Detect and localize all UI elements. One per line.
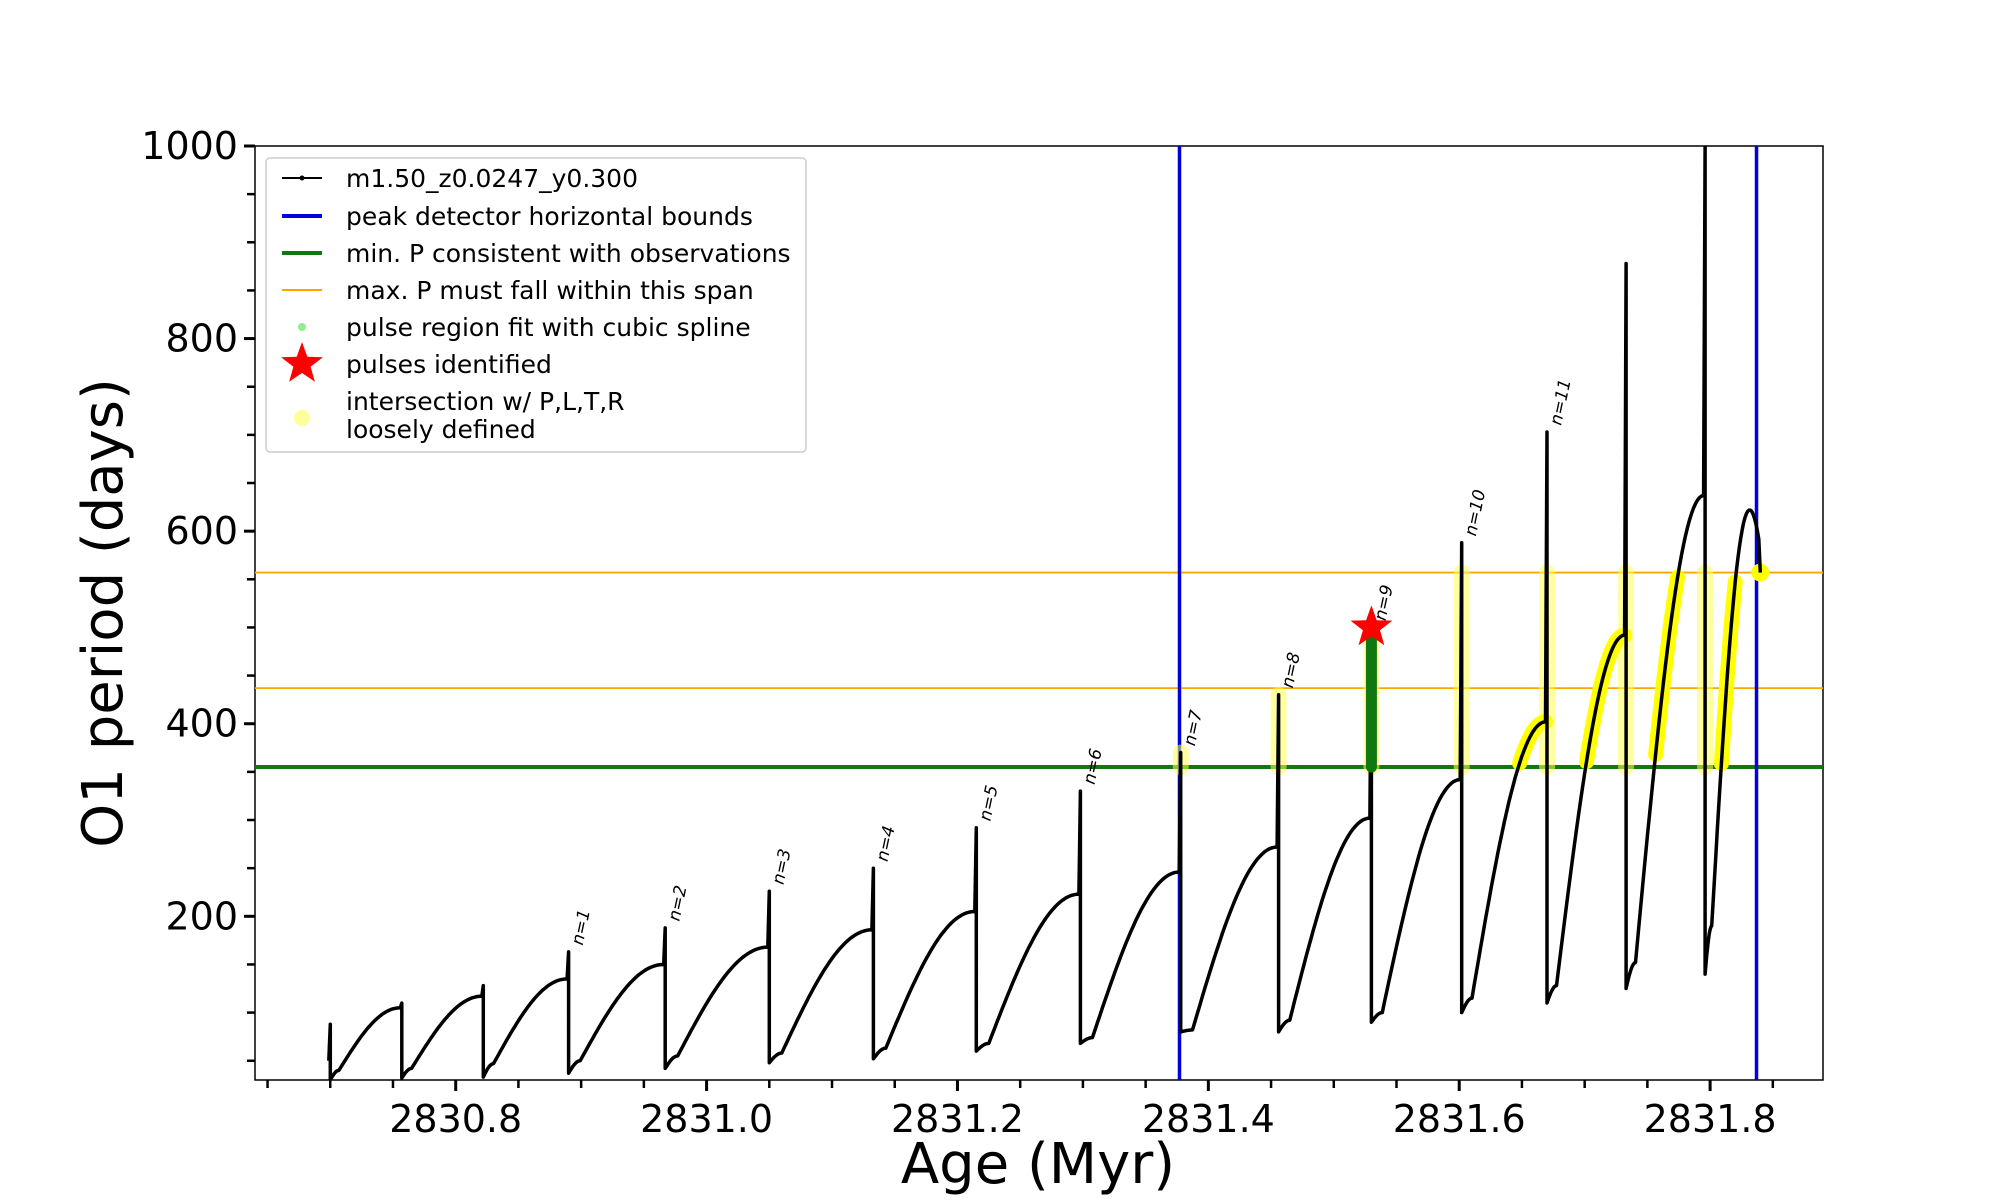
y-tick-label-0: 200 bbox=[165, 894, 238, 938]
legend-label-2: min. P consistent with observations bbox=[346, 239, 791, 268]
legend-label-1: peak detector horizontal bounds bbox=[346, 202, 753, 231]
legend-label-6-line2: loosely defined bbox=[346, 415, 536, 444]
x-axis: 2830.8 2831.0 2831.2 2831.4 2831.6 2831.8 bbox=[266, 1080, 1777, 1141]
reference-lines bbox=[255, 146, 1823, 1080]
y-axis: 200 400 600 800 1000 bbox=[141, 124, 255, 1062]
x-tick-label-0: 2830.8 bbox=[389, 1097, 522, 1141]
x-axis-title: Age (Myr) bbox=[901, 1132, 1175, 1197]
legend-swatch-star bbox=[281, 342, 323, 382]
x-tick-label-1: 2831.0 bbox=[640, 1097, 773, 1141]
legend-box bbox=[265, 157, 807, 453]
series-m1-50 bbox=[327, 146, 1763, 1080]
y-tick-label-4: 1000 bbox=[141, 124, 238, 168]
legend-swatch-intersection bbox=[294, 410, 310, 426]
pulse-identified-star-1 bbox=[1350, 605, 1393, 646]
x-tick-label-5: 2831.8 bbox=[1644, 1097, 1777, 1141]
legend-label-6: intersection w/ P,L,T,R bbox=[346, 387, 625, 416]
legend-label-0: m1.50_z0.0247_y0.300 bbox=[346, 164, 638, 193]
y-axis-title: O1 period (days) bbox=[71, 378, 136, 848]
x-tick-label-4: 2831.6 bbox=[1393, 1097, 1526, 1141]
y-tick-label-3: 800 bbox=[165, 317, 238, 361]
legend-swatch-dot bbox=[299, 175, 305, 181]
y-tick-label-2: 600 bbox=[165, 509, 238, 553]
series-line bbox=[327, 146, 1763, 1080]
legend-label-4: pulse region fit with cubic spline bbox=[346, 313, 751, 342]
legend-swatch-spline bbox=[298, 323, 306, 331]
x-tick-label-3: 2831.4 bbox=[1142, 1097, 1275, 1141]
legend-label-3: max. P must fall within this span bbox=[346, 276, 754, 305]
pulses-identified bbox=[1350, 605, 1393, 646]
legend-label-5: pulses identified bbox=[346, 350, 552, 379]
x-tick-label-2: 2831.2 bbox=[891, 1097, 1024, 1141]
y-tick-label-1: 400 bbox=[165, 702, 238, 746]
